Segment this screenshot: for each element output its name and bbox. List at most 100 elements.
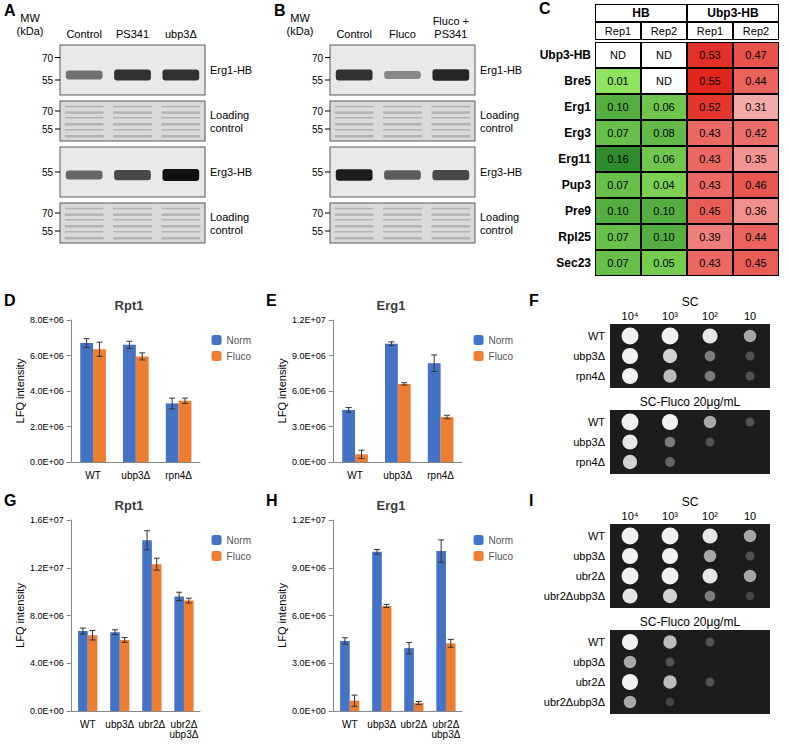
svg-text:3.0E+06: 3.0E+06 bbox=[292, 658, 326, 668]
svg-text:ubr2Δ: ubr2Δ bbox=[401, 719, 428, 730]
svg-text:ubp3Δ: ubp3Δ bbox=[165, 28, 197, 40]
svg-text:1.2E+07: 1.2E+07 bbox=[30, 563, 64, 573]
svg-text:Erg1-HB: Erg1-HB bbox=[210, 64, 252, 76]
svg-text:(kDa): (kDa) bbox=[17, 25, 44, 37]
svg-text:rpn4Δ: rpn4Δ bbox=[576, 370, 606, 382]
svg-text:SC-Fluco 20μg/mL: SC-Fluco 20μg/mL bbox=[640, 615, 741, 629]
svg-text:Erg3-HB: Erg3-HB bbox=[210, 166, 252, 178]
svg-text:WT: WT bbox=[588, 416, 605, 428]
svg-text:Fluco: Fluco bbox=[489, 551, 514, 562]
svg-text:70: 70 bbox=[42, 106, 54, 117]
svg-text:control: control bbox=[210, 224, 243, 236]
svg-text:10: 10 bbox=[744, 310, 756, 322]
svg-text:55: 55 bbox=[42, 124, 54, 135]
svg-text:ubp3Δ: ubp3Δ bbox=[367, 719, 396, 730]
svg-text:control: control bbox=[210, 122, 243, 134]
svg-text:10³: 10³ bbox=[662, 310, 678, 322]
svg-text:ubp3Δ: ubp3Δ bbox=[573, 436, 605, 448]
svg-text:rpn4Δ: rpn4Δ bbox=[576, 456, 606, 468]
svg-text:0.0E+00: 0.0E+00 bbox=[292, 457, 326, 467]
svg-text:WT: WT bbox=[588, 330, 605, 342]
svg-text:6.0E+06: 6.0E+06 bbox=[292, 611, 326, 621]
svg-text:WT: WT bbox=[347, 470, 363, 481]
svg-text:8.0E+06: 8.0E+06 bbox=[30, 611, 64, 621]
svg-text:4.0E+06: 4.0E+06 bbox=[30, 386, 64, 396]
svg-text:ubr2Δ: ubr2Δ bbox=[576, 570, 606, 582]
svg-text:Loading: Loading bbox=[480, 109, 519, 121]
svg-text:Norm: Norm bbox=[489, 335, 513, 346]
svg-text:70: 70 bbox=[42, 53, 54, 64]
svg-text:0.0E+00: 0.0E+00 bbox=[292, 706, 326, 716]
svg-text:MW: MW bbox=[20, 12, 40, 24]
svg-text:70: 70 bbox=[312, 106, 324, 117]
svg-text:WT: WT bbox=[588, 636, 605, 648]
svg-text:WT: WT bbox=[85, 470, 101, 481]
svg-text:SC: SC bbox=[682, 295, 699, 309]
svg-text:Erg1: Erg1 bbox=[377, 298, 406, 313]
svg-text:Erg1-HB: Erg1-HB bbox=[480, 64, 522, 76]
svg-text:WT: WT bbox=[342, 719, 358, 730]
svg-text:D: D bbox=[4, 292, 16, 309]
svg-text:ubp3Δ: ubp3Δ bbox=[383, 470, 412, 481]
svg-text:3.0E+06: 3.0E+06 bbox=[292, 422, 326, 432]
svg-text:70: 70 bbox=[312, 208, 324, 219]
svg-text:G: G bbox=[4, 492, 16, 509]
svg-text:PS341: PS341 bbox=[434, 28, 467, 40]
svg-text:Fluco: Fluco bbox=[227, 351, 252, 362]
svg-text:55: 55 bbox=[312, 124, 324, 135]
svg-text:LFQ intensity: LFQ intensity bbox=[14, 358, 26, 423]
svg-text:70: 70 bbox=[312, 53, 324, 64]
svg-text:2.0E+06: 2.0E+06 bbox=[30, 422, 64, 432]
svg-text:55: 55 bbox=[42, 226, 54, 237]
svg-text:10⁴: 10⁴ bbox=[622, 310, 639, 322]
svg-text:10²: 10² bbox=[702, 310, 718, 322]
svg-text:(kDa): (kDa) bbox=[287, 25, 314, 37]
svg-text:10: 10 bbox=[744, 510, 756, 522]
svg-text:Control: Control bbox=[66, 28, 101, 40]
svg-text:1.6E+07: 1.6E+07 bbox=[30, 515, 64, 525]
svg-text:Erg3-HB: Erg3-HB bbox=[480, 166, 522, 178]
svg-text:70: 70 bbox=[42, 208, 54, 219]
svg-text:ubp3Δ: ubp3Δ bbox=[169, 729, 198, 740]
svg-text:8.0E+06: 8.0E+06 bbox=[30, 315, 64, 325]
svg-text:I: I bbox=[529, 492, 533, 509]
svg-text:10³: 10³ bbox=[662, 510, 678, 522]
svg-text:0.0E+00: 0.0E+00 bbox=[30, 457, 64, 467]
svg-text:MW: MW bbox=[290, 12, 310, 24]
svg-text:1.2E+07: 1.2E+07 bbox=[292, 315, 326, 325]
svg-text:9.0E+06: 9.0E+06 bbox=[292, 351, 326, 361]
svg-text:Fluco +: Fluco + bbox=[433, 15, 469, 27]
svg-text:ubr2Δ: ubr2Δ bbox=[139, 719, 166, 730]
svg-text:ubp3Δ: ubp3Δ bbox=[573, 350, 605, 362]
svg-text:H: H bbox=[266, 492, 278, 509]
svg-text:Norm: Norm bbox=[227, 535, 251, 546]
svg-text:PS341: PS341 bbox=[116, 28, 149, 40]
svg-text:ubr2Δ: ubr2Δ bbox=[576, 676, 606, 688]
svg-text:Fluco: Fluco bbox=[489, 351, 514, 362]
svg-text:1.2E+07: 1.2E+07 bbox=[292, 515, 326, 525]
svg-text:ubp3Δ: ubp3Δ bbox=[105, 719, 134, 730]
svg-text:55: 55 bbox=[312, 75, 324, 86]
svg-text:Loading: Loading bbox=[480, 211, 519, 223]
svg-text:ubp3Δ: ubp3Δ bbox=[121, 470, 150, 481]
svg-text:ubp3Δ: ubp3Δ bbox=[573, 550, 605, 562]
svg-text:LFQ intensity: LFQ intensity bbox=[276, 358, 288, 423]
svg-text:Control: Control bbox=[336, 28, 371, 40]
svg-text:SC-Fluco 20μg/mL: SC-Fluco 20μg/mL bbox=[640, 395, 741, 409]
svg-text:control: control bbox=[480, 122, 513, 134]
svg-text:ubr2Δubp3Δ: ubr2Δubp3Δ bbox=[544, 590, 606, 602]
svg-text:F: F bbox=[529, 292, 539, 309]
svg-text:E: E bbox=[266, 292, 277, 309]
svg-text:WT: WT bbox=[588, 530, 605, 542]
svg-text:Loading: Loading bbox=[210, 109, 249, 121]
svg-text:rpn4Δ: rpn4Δ bbox=[427, 470, 454, 481]
svg-text:rpn4Δ: rpn4Δ bbox=[165, 470, 192, 481]
svg-text:LFQ intensity: LFQ intensity bbox=[276, 583, 288, 648]
svg-text:Rpt1: Rpt1 bbox=[115, 498, 144, 513]
svg-text:ubp3Δ: ubp3Δ bbox=[573, 656, 605, 668]
svg-text:55: 55 bbox=[312, 226, 324, 237]
svg-text:WT: WT bbox=[80, 719, 96, 730]
svg-text:4.0E+06: 4.0E+06 bbox=[30, 658, 64, 668]
svg-text:10⁴: 10⁴ bbox=[622, 510, 639, 522]
svg-text:control: control bbox=[480, 224, 513, 236]
